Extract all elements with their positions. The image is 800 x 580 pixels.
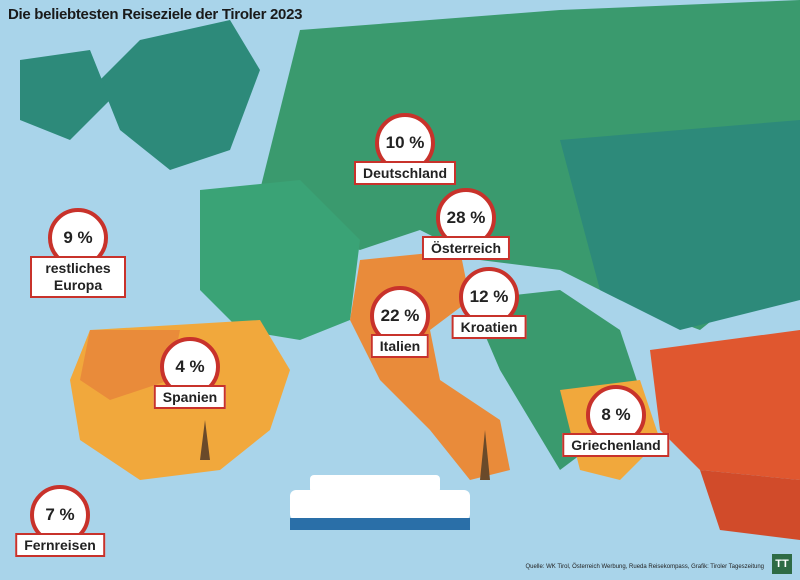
destination-label: Kroatien: [451, 315, 527, 339]
destination-label: Italien: [370, 334, 430, 358]
destination-label: Griechenland: [562, 433, 670, 457]
title: Die beliebtesten Reiseziele der Tiroler …: [8, 6, 303, 23]
destination-label: Fernreisen: [15, 533, 105, 557]
destination-label: Österreich: [421, 236, 511, 260]
destination-label: Deutschland: [353, 161, 457, 185]
destination-label: restliches Europa: [30, 256, 126, 298]
destination-label: Spanien: [153, 385, 227, 409]
logo: TT: [772, 554, 792, 574]
source: Quelle: WK Tirol, Österreich Werbung, Ru…: [525, 564, 764, 570]
